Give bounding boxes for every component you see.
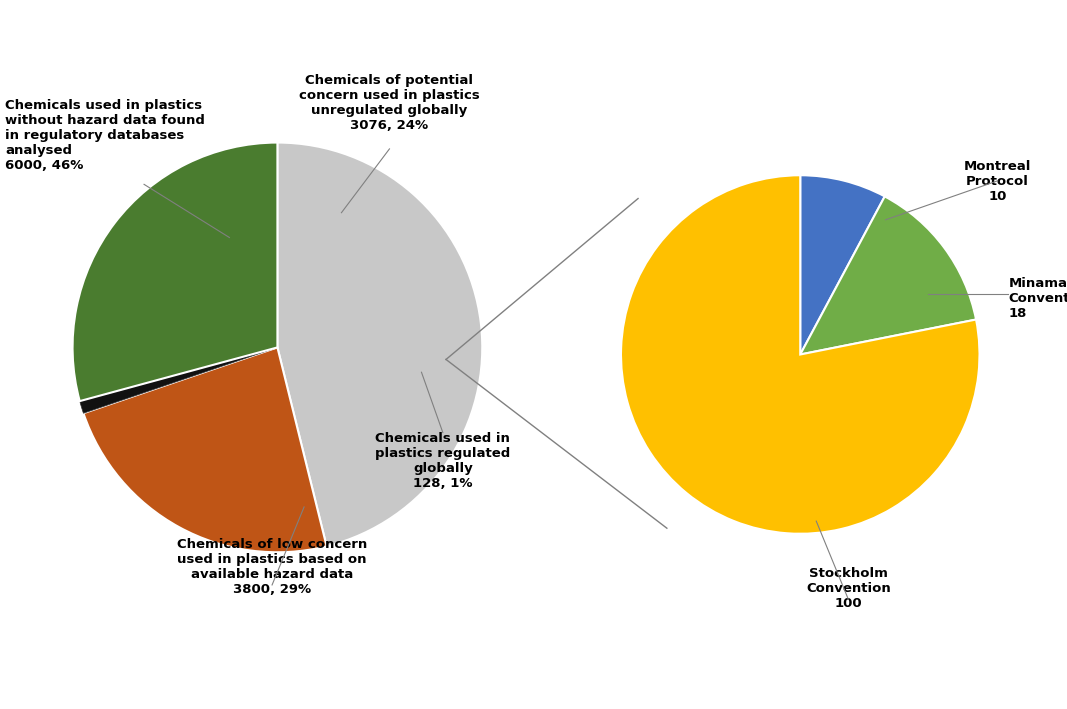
Wedge shape — [83, 347, 327, 552]
Text: Chemicals of potential
concern used in plastics
unregulated globally
3076, 24%: Chemicals of potential concern used in p… — [299, 74, 480, 133]
Wedge shape — [621, 175, 980, 534]
Wedge shape — [73, 143, 277, 401]
Wedge shape — [800, 175, 885, 354]
Text: Chemicals used in
plastics regulated
globally
128, 1%: Chemicals used in plastics regulated glo… — [376, 432, 510, 491]
Wedge shape — [277, 143, 482, 546]
Text: Chemicals used in plastics
without hazard data found
in regulatory databases
ana: Chemicals used in plastics without hazar… — [5, 99, 205, 172]
Text: Stockholm
Convention
100: Stockholm Convention 100 — [806, 566, 891, 610]
Text: Montreal
Protocol
10: Montreal Protocol 10 — [964, 160, 1032, 203]
Wedge shape — [800, 196, 976, 354]
Text: Minamata
Convention
18: Minamata Convention 18 — [1008, 277, 1067, 320]
Text: Chemicals of low concern
used in plastics based on
available hazard data
3800, 2: Chemicals of low concern used in plastic… — [177, 537, 367, 596]
Wedge shape — [80, 347, 277, 413]
